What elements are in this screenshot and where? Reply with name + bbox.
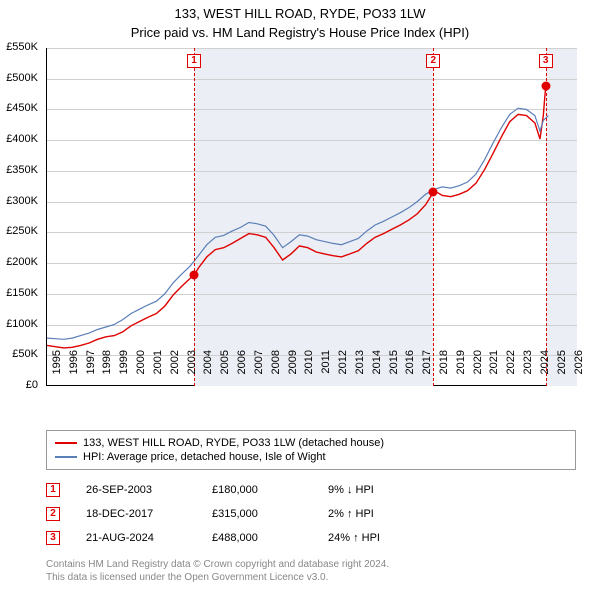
x-tick-label: 2008 — [270, 350, 282, 390]
marker-box: 2 — [426, 54, 440, 68]
x-tick-label: 2011 — [320, 350, 332, 390]
y-tick-label: £350K — [0, 164, 38, 176]
x-tick-label: 2024 — [539, 350, 551, 390]
event-number: 2 — [46, 507, 60, 521]
y-tick-label: £100K — [0, 318, 38, 330]
plot-area: 1 2 3 — [47, 48, 577, 386]
y-tick-label: £500K — [0, 72, 38, 84]
x-tick-label: 1996 — [68, 350, 80, 390]
marker-line — [194, 48, 195, 386]
x-tick-label: 1997 — [85, 350, 97, 390]
event-hpi: 2% ↑ HPI — [328, 508, 418, 520]
y-tick-label: £150K — [0, 287, 38, 299]
sale-dot — [429, 188, 438, 197]
y-tick-label: £50K — [0, 348, 38, 360]
legend-label: 133, WEST HILL ROAD, RYDE, PO33 1LW (det… — [83, 437, 384, 449]
marker-box: 1 — [187, 54, 201, 68]
event-price: £315,000 — [212, 508, 302, 520]
event-row: 1 26-SEP-2003 £180,000 9% ↓ HPI — [46, 478, 576, 502]
event-row: 2 18-DEC-2017 £315,000 2% ↑ HPI — [46, 502, 576, 526]
sale-dot — [190, 271, 199, 280]
x-tick-label: 2010 — [303, 350, 315, 390]
marker-line — [546, 48, 547, 386]
footer: Contains HM Land Registry data © Crown c… — [46, 558, 576, 584]
y-tick-label: £550K — [0, 41, 38, 53]
legend: 133, WEST HILL ROAD, RYDE, PO33 1LW (det… — [46, 430, 576, 470]
page-subtitle: Price paid vs. HM Land Registry's House … — [0, 21, 600, 44]
x-tick-label: 2021 — [488, 350, 500, 390]
x-tick-label: 1995 — [51, 350, 63, 390]
x-tick-label: 2023 — [522, 350, 534, 390]
y-tick-label: £450K — [0, 102, 38, 114]
y-tick-label: £400K — [0, 133, 38, 145]
series-line-hpi — [47, 108, 548, 339]
event-price: £488,000 — [212, 532, 302, 544]
sale-dot — [541, 82, 550, 91]
event-hpi: 9% ↓ HPI — [328, 484, 418, 496]
x-tick-label: 2000 — [135, 350, 147, 390]
event-date: 18-DEC-2017 — [86, 508, 186, 520]
y-tick-label: £0 — [0, 379, 38, 391]
x-tick-label: 2002 — [169, 350, 181, 390]
x-tick-label: 2005 — [219, 350, 231, 390]
price-chart: 123 £0£50K£100K£150K£200K£250K£300K£350K… — [46, 48, 576, 386]
x-tick-label: 2012 — [337, 350, 349, 390]
event-hpi: 24% ↑ HPI — [328, 532, 418, 544]
marker-box: 3 — [539, 54, 553, 68]
footer-line1: Contains HM Land Registry data © Crown c… — [46, 558, 576, 571]
legend-label: HPI: Average price, detached house, Isle… — [83, 451, 326, 463]
legend-swatch — [55, 456, 77, 458]
legend-swatch — [55, 442, 77, 444]
event-row: 3 21-AUG-2024 £488,000 24% ↑ HPI — [46, 526, 576, 550]
x-tick-label: 2007 — [253, 350, 265, 390]
events-table: 1 26-SEP-2003 £180,000 9% ↓ HPI 2 18-DEC-2017… — [46, 478, 576, 550]
x-tick-label: 2001 — [152, 350, 164, 390]
y-tick-label: £250K — [0, 225, 38, 237]
x-tick-label: 2020 — [472, 350, 484, 390]
event-number: 3 — [46, 531, 60, 545]
x-tick-label: 2025 — [556, 350, 568, 390]
event-price: £180,000 — [212, 484, 302, 496]
series-line-property — [47, 86, 546, 348]
x-tick-label: 2022 — [505, 350, 517, 390]
legend-row: HPI: Average price, detached house, Isle… — [55, 450, 567, 464]
y-tick-label: £300K — [0, 195, 38, 207]
event-number: 1 — [46, 483, 60, 497]
x-tick-label: 2026 — [573, 350, 585, 390]
x-tick-label: 1999 — [118, 350, 130, 390]
x-tick-label: 2015 — [388, 350, 400, 390]
x-tick-label: 2004 — [202, 350, 214, 390]
x-tick-label: 2018 — [438, 350, 450, 390]
x-tick-label: 1998 — [101, 350, 113, 390]
event-date: 21-AUG-2024 — [86, 532, 186, 544]
x-tick-label: 2019 — [455, 350, 467, 390]
x-tick-label: 2017 — [421, 350, 433, 390]
chart-lines — [47, 48, 577, 386]
x-tick-label: 2014 — [371, 350, 383, 390]
x-tick-label: 2013 — [354, 350, 366, 390]
x-tick-label: 2009 — [287, 350, 299, 390]
page-title: 133, WEST HILL ROAD, RYDE, PO33 1LW — [0, 0, 600, 21]
x-tick-label: 2016 — [404, 350, 416, 390]
event-date: 26-SEP-2003 — [86, 484, 186, 496]
footer-line2: This data is licensed under the Open Gov… — [46, 571, 576, 584]
y-tick-label: £200K — [0, 256, 38, 268]
x-tick-label: 2003 — [186, 350, 198, 390]
marker-line — [433, 48, 434, 386]
x-tick-label: 2006 — [236, 350, 248, 390]
legend-row: 133, WEST HILL ROAD, RYDE, PO33 1LW (det… — [55, 436, 567, 450]
